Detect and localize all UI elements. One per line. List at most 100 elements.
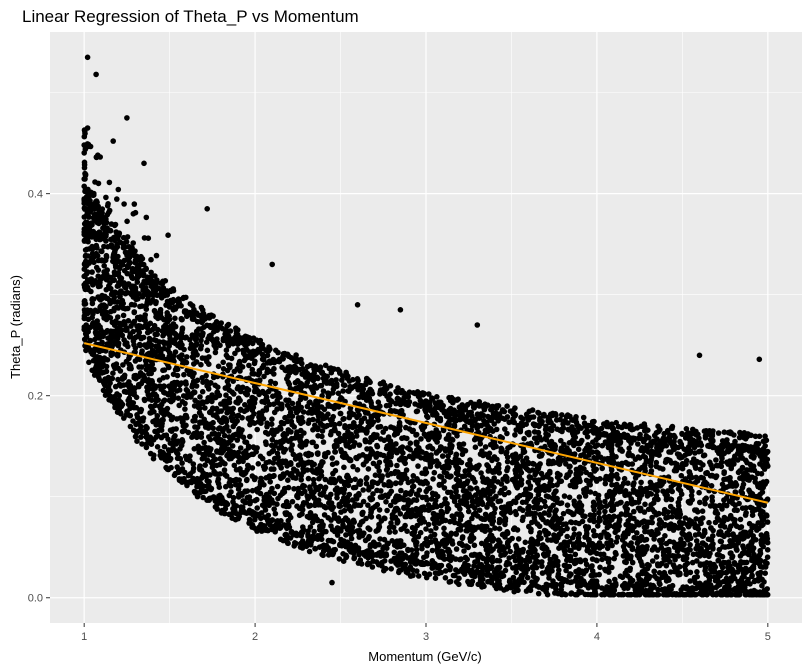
scatter-point: [245, 445, 252, 451]
scatter-point: [691, 460, 697, 467]
scatter-point: [733, 544, 739, 550]
scatter-point: [465, 508, 472, 515]
scatter-point: [337, 410, 344, 417]
scatter-point: [542, 443, 548, 450]
scatter-point: [727, 474, 733, 481]
scatter-point: [706, 519, 712, 526]
scatter-point: [638, 479, 644, 486]
scatter-point: [532, 477, 538, 483]
scatter-point: [124, 270, 130, 277]
scatter-point: [184, 388, 191, 394]
scatter-point: [302, 441, 309, 448]
scatter-point: [591, 518, 597, 525]
scatter-point: [336, 420, 343, 427]
scatter-point: [625, 480, 631, 487]
scatter-point: [389, 538, 396, 544]
scatter-point: [526, 523, 532, 530]
scatter-point: [223, 347, 230, 354]
scatter-point: [181, 371, 187, 378]
scatter-point: [423, 450, 430, 457]
scatter-point: [139, 348, 145, 354]
scatter-point: [479, 501, 486, 508]
scatter-point: [531, 461, 537, 467]
scatter-point: [602, 508, 608, 515]
scatter-point: [227, 364, 233, 371]
scatter-point: [423, 494, 429, 501]
scatter-point: [269, 416, 275, 423]
scatter-point: [136, 364, 142, 370]
scatter-point: [181, 346, 187, 353]
scatter-point: [750, 565, 757, 572]
scatter-point: [247, 499, 253, 505]
scatter-point: [89, 269, 95, 275]
scatter-point: [246, 404, 252, 410]
scatter-point: [275, 400, 281, 406]
scatter-point: [469, 423, 476, 429]
scatter-point: [95, 273, 101, 280]
scatter-point: [504, 430, 510, 437]
scatter-point: [432, 501, 438, 507]
scatter-point: [485, 551, 491, 557]
scatter-point: [694, 573, 700, 580]
scatter-point: [311, 481, 317, 487]
scatter-point: [609, 451, 615, 458]
scatter-point: [346, 506, 352, 512]
scatter-point: [702, 549, 708, 555]
scatter-point: [713, 457, 719, 463]
scatter-point: [385, 472, 391, 478]
scatter-point: [473, 463, 480, 470]
scatter-point: [343, 532, 349, 538]
scatter-point: [764, 448, 771, 455]
scatter-point: [673, 467, 680, 474]
scatter-point: [291, 486, 297, 492]
scatter-point: [589, 449, 596, 456]
scatter-point: [453, 451, 460, 458]
scatter-point: [209, 464, 216, 471]
scatter-point: [648, 443, 654, 449]
scatter-point: [216, 392, 223, 399]
scatter-point: [441, 478, 447, 484]
scatter-point: [502, 473, 509, 480]
scatter-point: [234, 437, 241, 443]
scatter-point: [677, 487, 684, 494]
scatter-point: [729, 500, 736, 507]
scatter-point: [558, 437, 564, 444]
scatter-point: [571, 501, 578, 508]
scatter-point: [377, 473, 383, 479]
scatter-point: [360, 487, 367, 493]
scatter-point: [485, 514, 492, 520]
scatter-point: [161, 367, 168, 373]
scatter-point: [130, 275, 136, 282]
scatter-point: [268, 378, 274, 385]
scatter-point: [249, 473, 256, 479]
scatter-point: [230, 499, 236, 505]
scatter-point: [461, 423, 468, 430]
scatter-point: [294, 433, 300, 440]
scatter-point: [659, 574, 665, 580]
scatter-point: [271, 371, 277, 377]
scatter-point: [190, 378, 197, 385]
scatter-point: [534, 500, 541, 507]
scatter-point: [531, 546, 537, 552]
scatter-point: [357, 522, 363, 528]
scatter-point: [673, 541, 679, 548]
scatter-point: [294, 492, 300, 499]
scatter-point: [561, 539, 568, 546]
scatter-point: [556, 567, 562, 573]
scatter-point: [438, 502, 445, 509]
scatter-point: [166, 397, 173, 404]
scatter-point: [558, 447, 564, 454]
scatter-point: [249, 465, 256, 471]
scatter-point: [132, 335, 138, 341]
scatter-point: [385, 436, 391, 442]
scatter-point: [531, 504, 537, 511]
scatter-point: [644, 565, 651, 572]
scatter-point: [714, 576, 721, 582]
scatter-point: [272, 380, 279, 387]
scatter-point: [231, 368, 238, 375]
scatter-point: [353, 433, 360, 439]
scatter-point: [151, 337, 157, 343]
scatter-point: [504, 465, 511, 471]
scatter-point: [198, 337, 204, 344]
scatter-point: [268, 466, 275, 472]
